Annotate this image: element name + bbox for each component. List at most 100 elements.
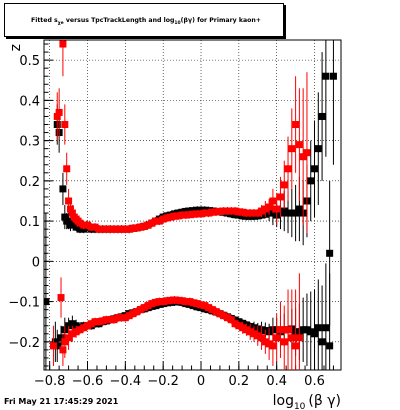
data-point-s1-63 [269,197,277,205]
title-sub-1: χe [57,21,64,27]
data-point-s0-7 [65,217,73,225]
data-point-s1-53 [231,207,239,215]
data-point-s1-86 [102,316,110,324]
data-point-s1-22 [114,225,122,233]
data-point-s1-76 [65,334,73,342]
data-point-s1-132 [276,326,284,334]
data-point-s1-137 [295,334,303,342]
data-point-s0-4 [59,185,67,193]
data-point-s0-77 [326,249,334,257]
data-point-s1-102 [163,297,171,305]
data-point-s1-113 [205,304,213,312]
data-point-s1-21 [110,225,118,233]
data-point-s1-20 [106,225,114,233]
data-point-s1-83 [91,318,99,326]
data-point-s0-8 [66,221,74,229]
y-tick-label-2: 0 [32,255,40,270]
data-point-s1-120 [231,320,239,328]
data-point-s1-46 [205,209,213,217]
data-point-s1-104 [171,296,179,304]
data-point-s1-84 [95,318,103,326]
x-tick-label-7: 0.6 [304,374,325,389]
data-point-s1-90 [118,314,126,322]
data-point-s1-117 [220,312,228,320]
data-point-s1-8 [68,209,76,217]
data-point-s1-29 [140,222,148,230]
data-point-s1-39 [178,211,186,219]
data-point-s1-52 [227,207,235,215]
y-tick-label-5: 0.3 [19,135,40,150]
data-point-s1-18 [99,225,107,233]
data-point-s1-70 [295,141,303,149]
data-point-s1-17 [95,225,103,233]
data-point-s1-126 [254,332,262,340]
data-point-s0-0 [44,298,50,306]
title-mid: versus TpcTrackLength and log [63,17,175,24]
data-point-s1-127 [258,334,266,342]
data-point-s0-151 [326,342,334,350]
data-point-s1-101 [159,298,167,306]
data-point-s1-50 [220,207,228,215]
data-point-s1-40 [182,211,190,219]
data-point-s1-42 [189,210,197,218]
data-point-s1-62 [265,203,273,211]
data-point-s0-150 [322,324,330,332]
data-point-s1-35 [163,214,171,222]
data-point-s1-64 [273,205,281,213]
chart-title: Fitted sχe versus TpcTrackLength and log… [31,17,261,26]
x-axis-label-log: log [273,393,294,409]
data-point-s1-13 [80,221,88,229]
data-point-s1-43 [193,210,201,218]
data-point-s1-69 [292,121,300,129]
data-point-s1-49 [216,207,224,215]
data-point-s1-56 [242,209,250,217]
data-point-s1-99 [152,298,160,306]
data-point-s1-110 [193,300,201,308]
data-point-s1-125 [250,330,258,338]
data-point-s1-14 [84,221,92,229]
title-pre: Fitted s [31,17,58,24]
data-point-s1-94 [133,308,141,316]
data-point-s1-88 [110,316,118,324]
y-tick-label-7: 0.5 [19,54,40,69]
data-point-s1-58 [250,209,258,217]
data-point-s0-148 [314,324,322,332]
data-point-s1-37 [171,212,179,220]
data-point-s1-123 [242,326,250,334]
data-point-s0-65 [280,207,288,215]
data-point-s1-41 [186,211,194,219]
data-point-s1-44 [197,210,205,218]
data-point-s1-72 [303,149,311,157]
data-point-s0-73 [311,165,319,173]
x-axis-label: log10 (β γ) [273,393,341,410]
data-point-s1-51 [223,207,231,215]
data-point-s1-73 [57,294,65,302]
data-point-s1-66 [280,181,288,189]
data-point-s0-5 [61,213,69,221]
y-tick-label-0: −0.2 [8,336,40,351]
data-point-s1-15 [87,223,95,231]
data-point-s1-71 [299,153,307,161]
data-point-s1-92 [125,312,133,320]
data-point-s1-107 [182,298,190,306]
x-axis-label-beta-gamma: (β γ) [308,393,341,409]
data-point-s0-11 [76,225,84,233]
data-point-s1-112 [201,302,209,310]
data-point-s0-144 [299,326,307,334]
data-point-s1-109 [189,299,197,307]
x-tick-label-3: −0.2 [147,374,179,389]
data-point-s1-34 [159,215,167,223]
data-point-s1-5 [63,165,71,173]
data-point-s1-31 [148,219,156,227]
y-tick-label-3: 0.1 [19,215,40,230]
data-point-s0-76 [322,72,330,80]
data-point-s1-134 [284,326,292,334]
data-point-s0-74 [314,145,322,153]
data-point-s1-136 [292,342,300,350]
data-point-s0-83 [68,320,76,328]
data-point-s1-59 [254,209,262,217]
data-point-s0-78 [329,72,337,80]
y-tick-label-4: 0.2 [19,175,40,190]
